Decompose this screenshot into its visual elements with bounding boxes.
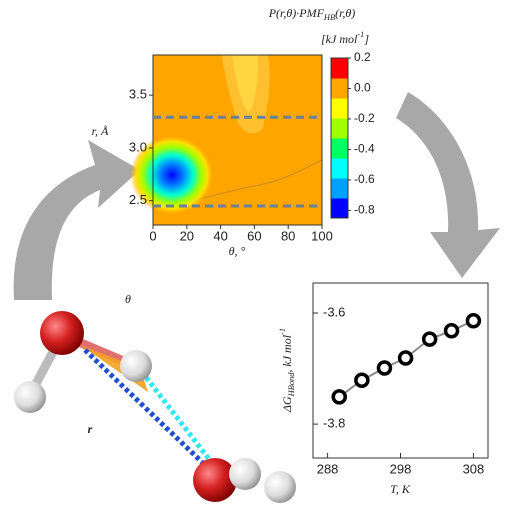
y-axis-label: ΔGHBond, kJ mol-1: [278, 328, 296, 413]
y-axis-label-part: HBond: [287, 372, 296, 398]
data-point: [421, 331, 438, 347]
colorbar-tick-label: -0.8: [354, 203, 375, 217]
y-axis-label-part: , kJ mol: [280, 334, 294, 372]
molecules: [14, 311, 296, 503]
contour-field: [130, 55, 323, 225]
colorbar-segment: [331, 98, 348, 119]
x-tick-label: 40: [213, 228, 227, 243]
x-axis-label: T, K: [390, 482, 411, 496]
chart-title-part: (r,θ): [335, 6, 355, 20]
x-tick-label: 60: [247, 228, 261, 243]
colorbar-segment: [331, 58, 348, 79]
x-tick-label: 308: [463, 461, 485, 476]
x-tick-label: 20: [180, 228, 194, 243]
angle-label: θ: [125, 292, 131, 306]
colorbar-tick-label: -0.6: [354, 172, 375, 186]
x-tick-label: 100: [311, 228, 333, 243]
plot-frame: [152, 54, 323, 226]
line-chart: 288 298 308 -3.6 -3.8 T, K ΔGHBond, kJ mol-1: [278, 282, 489, 496]
x-tick-label: 298: [390, 461, 412, 476]
colorbar-tick-label: 0.0: [354, 81, 371, 95]
plot-frame: [312, 282, 489, 459]
data-point: [465, 313, 482, 329]
x-axis-label: θ, °: [229, 244, 246, 258]
data-point: [376, 360, 393, 376]
y-tick-label: -3.8: [323, 416, 345, 431]
chart-title: P(r,θ)·PMFHB(r,θ): [268, 6, 356, 23]
cycle-arrows: [13, 92, 500, 300]
y-axis-label-part: -1: [278, 328, 287, 335]
contour-chart: 0 20 40 60 80 100 2.5 3.0 3.5 θ, ° r, Å P(r,θ)·PMFH…: [92, 6, 375, 258]
x-tick-label: 0: [149, 228, 156, 243]
distance-label: r: [88, 422, 93, 436]
data-point: [397, 350, 414, 366]
y-tick-label: 3.0: [129, 139, 147, 154]
colorbar-segment: [331, 198, 348, 219]
units-label-part: -1: [357, 30, 364, 39]
units-label-part: [kJ mol: [321, 32, 358, 46]
colorbar-segment: [331, 178, 348, 199]
colorbar-tick-label: -0.4: [354, 142, 375, 156]
chart-title-part: P(r,θ)·PMF: [268, 6, 325, 20]
y-tick-label: 2.5: [129, 192, 147, 207]
chart-title-part: HB: [323, 13, 335, 22]
colorbar-tick-label: -0.2: [354, 111, 375, 125]
y-tick-label: -3.6: [323, 304, 345, 319]
colorbar-segment: [331, 158, 348, 179]
data-point: [354, 372, 370, 388]
colorbar-frame: [330, 57, 349, 219]
units-label-part: ]: [363, 32, 369, 46]
colorbar-segment: [331, 78, 348, 99]
y-axis-label: r, Å: [92, 124, 109, 138]
units-label: [kJ mol-1]: [321, 30, 369, 45]
x-tick-label: 288: [317, 461, 339, 476]
y-tick-label: 3.5: [129, 87, 147, 102]
colorbar-segment: [331, 118, 348, 139]
x-tick-label: 80: [281, 228, 295, 243]
y-axis-label-part: ΔG: [280, 396, 294, 413]
data-point: [443, 323, 460, 339]
data-point: [331, 389, 347, 405]
colorbar-tick-label: 0.2: [354, 50, 371, 64]
colorbar-segment: [331, 138, 348, 159]
